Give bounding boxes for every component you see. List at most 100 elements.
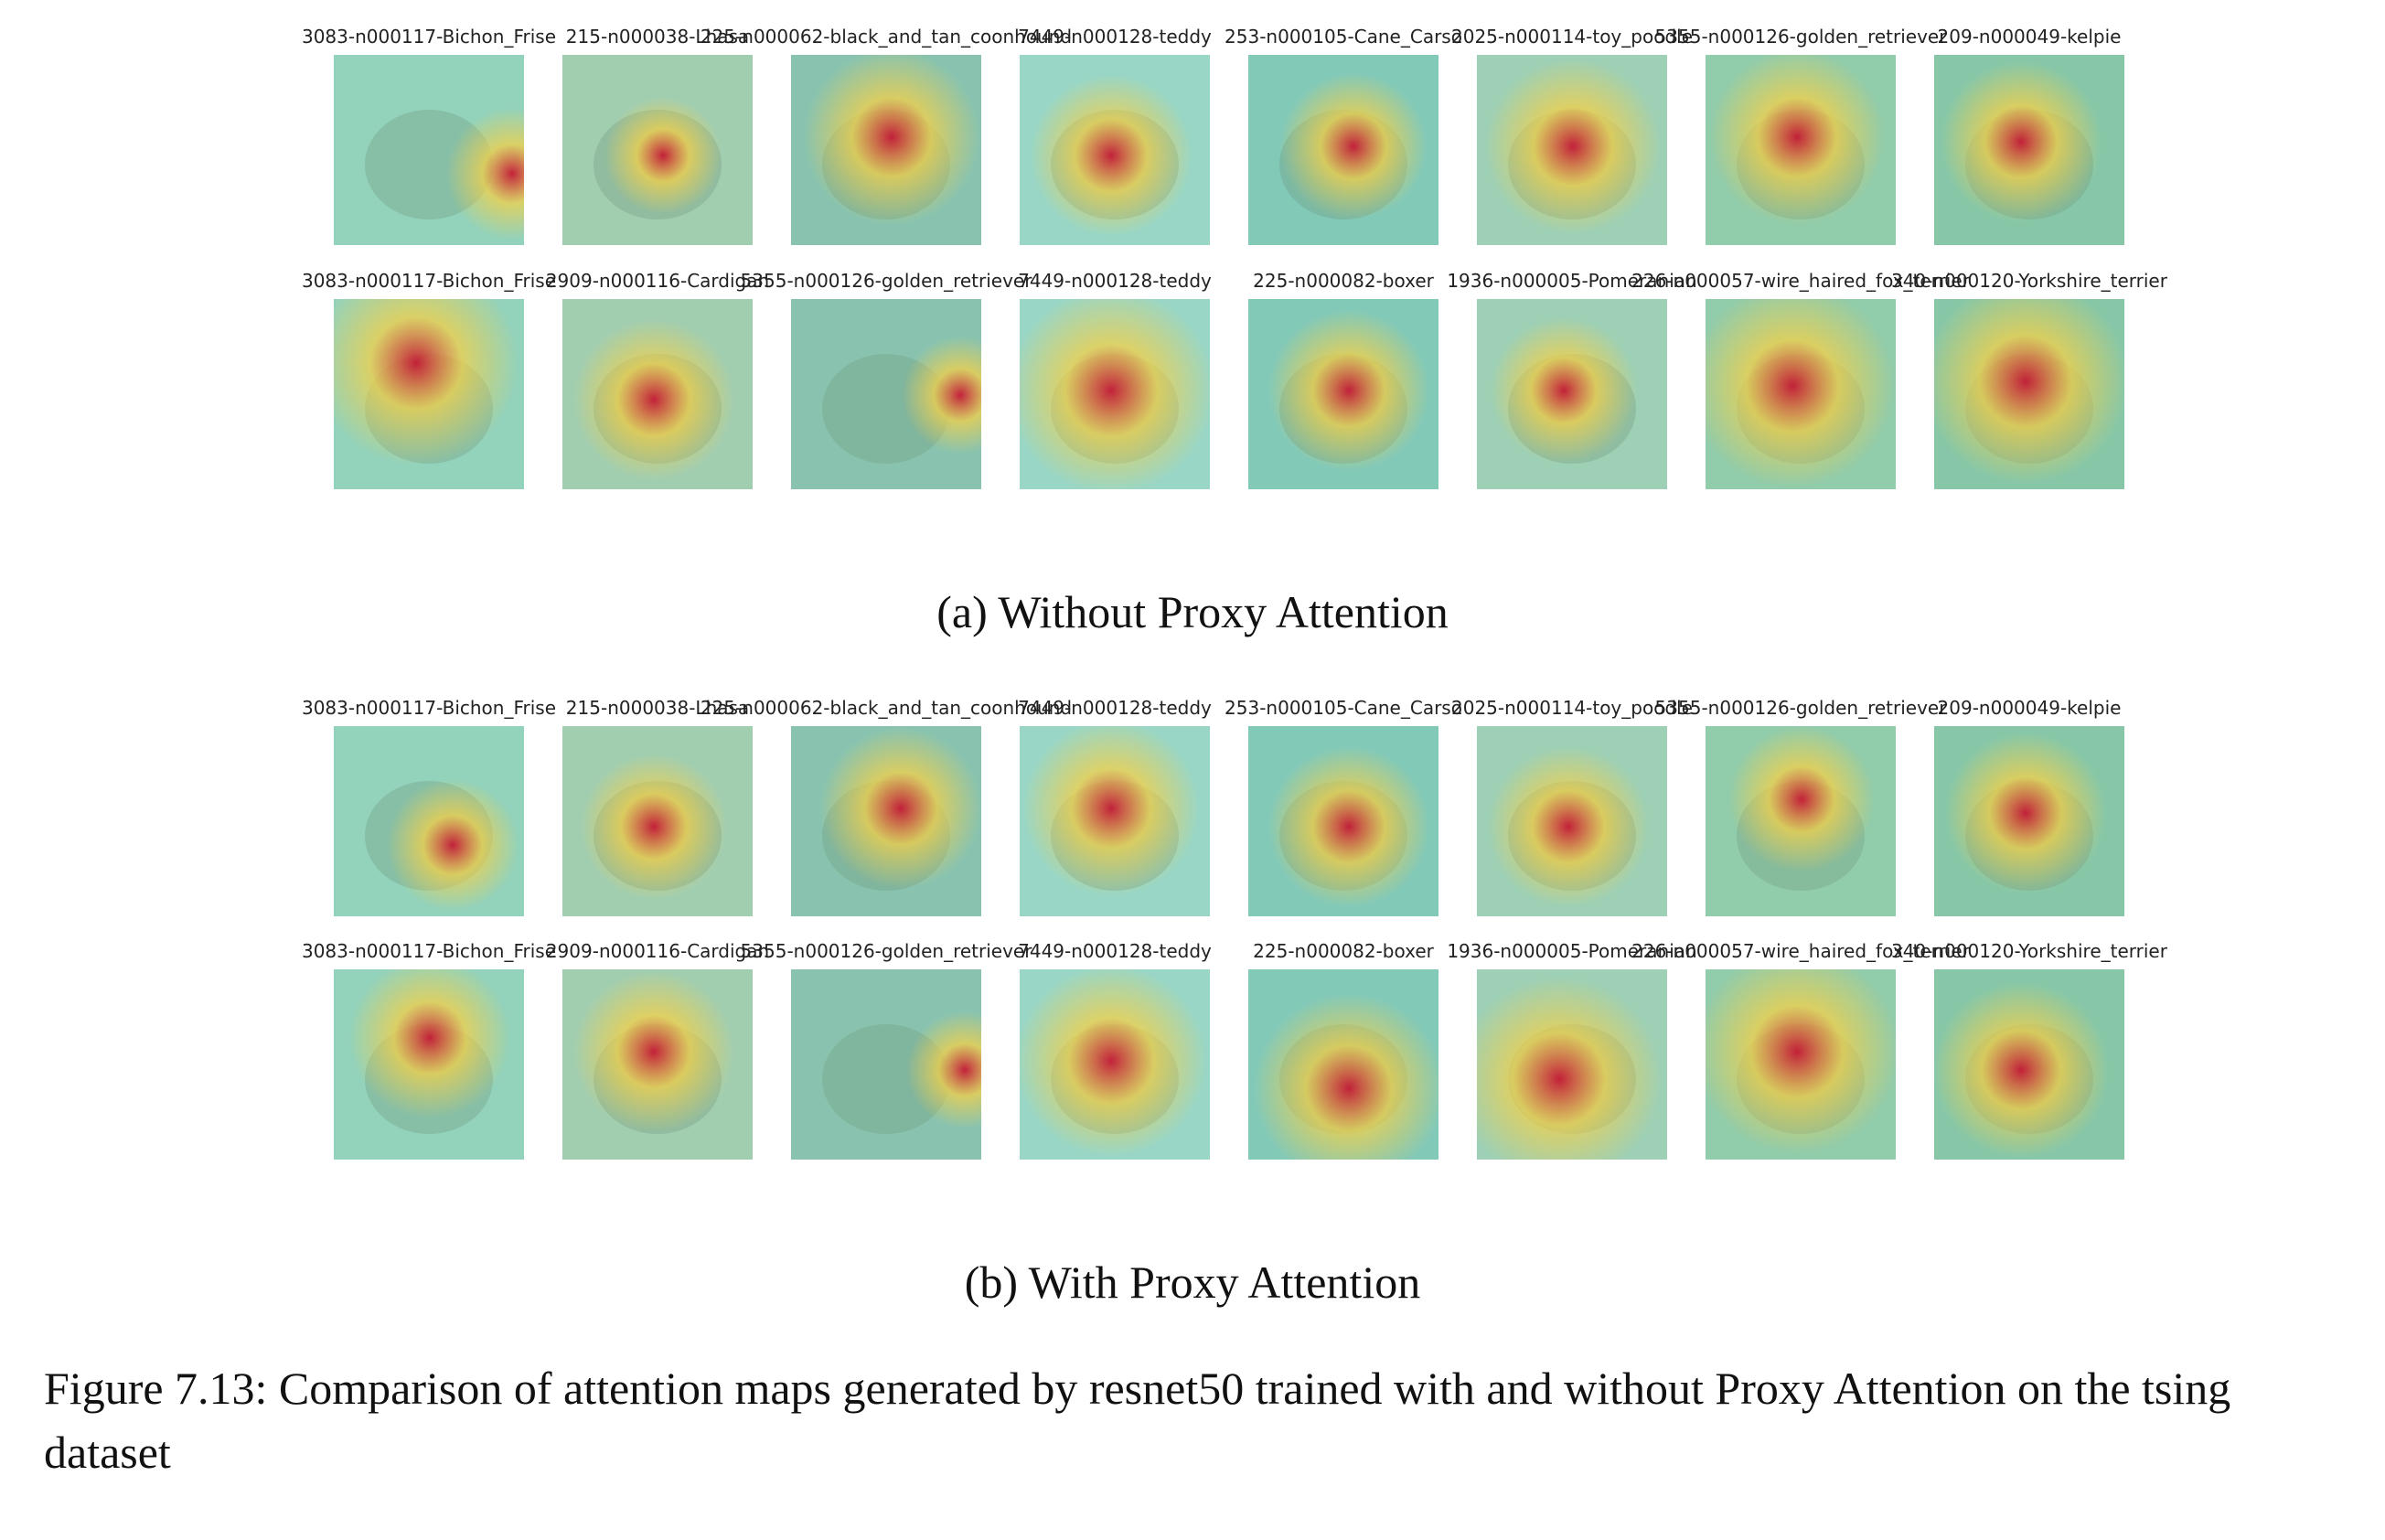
- attention-heatmap-image: [1706, 726, 1896, 916]
- attention-map-cell: 2025-n000114-toy_poodle: [1451, 26, 1693, 245]
- attention-heatmap-image: [1248, 299, 1438, 489]
- figure-caption: Figure 7.13: Comparison of attention map…: [44, 1363, 2231, 1478]
- attention-heatmap-image: [1934, 55, 2124, 245]
- image-row: 3083-n000117-Bichon_Frise 2909-n000116-Ca…: [0, 270, 2385, 489]
- attention-heatmap-image: [562, 969, 753, 1160]
- image-label: 340-n000120-Yorkshire_terrier: [1891, 940, 2167, 962]
- attention-map-cell: 225-n000082-boxer: [1248, 940, 1438, 1160]
- attention-map-cell: 225-n000062-black_and_tan_coonhound: [701, 697, 1072, 916]
- attention-map-cell: 209-n000049-kelpie: [1934, 697, 2124, 916]
- panel-caption: (a) Without Proxy Attention: [936, 586, 1449, 637]
- attention-heatmap-image: [791, 299, 981, 489]
- image-label: 1936-n000005-Pomeranian: [1447, 270, 1697, 292]
- image-label: 209-n000049-kelpie: [1937, 26, 2122, 48]
- attention-map-cell: 3083-n000117-Bichon_Frise: [302, 26, 556, 245]
- attention-map-cell: 209-n000049-kelpie: [1934, 26, 2124, 245]
- image-label: 225-n000062-black_and_tan_coonhound: [700, 26, 1073, 48]
- attention-map-cell: 5355-n000126-golden_retriever: [741, 270, 1032, 489]
- attention-map-cell: 215-n000038-Lhasa: [562, 697, 753, 916]
- attention-map-cell: 2909-n000116-Cardigan: [546, 270, 769, 489]
- attention-heatmap-image: [1477, 726, 1667, 916]
- attention-heatmap-image: [1477, 969, 1667, 1160]
- image-label: 225-n000082-boxer: [1253, 940, 1434, 962]
- image-label: 2909-n000116-Cardigan: [545, 940, 770, 962]
- image-label: 209-n000049-kelpie: [1937, 697, 2122, 719]
- attention-map-cell: 1936-n000005-Pomeranian: [1447, 940, 1697, 1160]
- attention-map-cell: 3083-n000117-Bichon_Frise: [302, 940, 556, 1160]
- attention-heatmap-image: [1934, 299, 2124, 489]
- attention-heatmap-image: [334, 726, 524, 916]
- attention-map-cell: 2025-n000114-toy_poodle: [1451, 697, 1693, 916]
- image-label: 1936-n000005-Pomeranian: [1447, 940, 1697, 962]
- attention-heatmap-image: [334, 299, 524, 489]
- image-label: 225-n000062-black_and_tan_coonhound: [700, 697, 1073, 719]
- image-label: 226-n000057-wire_haired_fox_terrier: [1631, 940, 1970, 962]
- image-label: 5355-n000126-golden_retriever: [1654, 26, 1947, 48]
- attention-heatmap-image: [334, 55, 524, 245]
- attention-map-cell: 5355-n000126-golden_retriever: [1655, 697, 1946, 916]
- attention-map-cell: 3083-n000117-Bichon_Frise: [302, 697, 556, 916]
- attention-map-cell: 7449-n000128-teddy: [1018, 940, 1212, 1160]
- attention-heatmap-image: [791, 726, 981, 916]
- attention-heatmap-image: [1934, 969, 2124, 1160]
- image-label: 340-n000120-Yorkshire_terrier: [1891, 270, 2167, 292]
- attention-heatmap-image: [1477, 55, 1667, 245]
- attention-map-cell: 226-n000057-wire_haired_fox_terrier: [1631, 940, 1970, 1160]
- image-label: 215-n000038-Lhasa: [565, 26, 750, 48]
- attention-heatmap-image: [1248, 55, 1438, 245]
- image-label: 3083-n000117-Bichon_Frise: [301, 26, 557, 48]
- attention-map-cell: 215-n000038-Lhasa: [562, 26, 753, 245]
- attention-heatmap-image: [1020, 969, 1210, 1160]
- image-row: 3083-n000117-Bichon_Frise 215-n000038-Lha…: [0, 697, 2385, 916]
- attention-map-cell: 225-n000082-boxer: [1248, 270, 1438, 489]
- attention-heatmap-image: [1248, 726, 1438, 916]
- image-label: 7449-n000128-teddy: [1018, 26, 1212, 48]
- attention-map-cell: 226-n000057-wire_haired_fox_terrier: [1631, 270, 1970, 489]
- attention-heatmap-image: [1248, 969, 1438, 1160]
- attention-map-cell: 1936-n000005-Pomeranian: [1447, 270, 1697, 489]
- image-label: 215-n000038-Lhasa: [565, 697, 750, 719]
- attention-heatmap-image: [1020, 726, 1210, 916]
- attention-map-cell: 7449-n000128-teddy: [1018, 270, 1212, 489]
- image-row: 3083-n000117-Bichon_Frise 2909-n000116-Ca…: [0, 940, 2385, 1160]
- attention-map-cell: 225-n000062-black_and_tan_coonhound: [701, 26, 1072, 245]
- image-label: 3083-n000117-Bichon_Frise: [301, 697, 557, 719]
- panel-caption: (b) With Proxy Attention: [964, 1257, 1421, 1308]
- attention-heatmap-image: [562, 299, 753, 489]
- attention-map-cell: 253-n000105-Cane_Carso: [1225, 26, 1462, 245]
- image-label: 7449-n000128-teddy: [1018, 697, 1212, 719]
- image-label: 3083-n000117-Bichon_Frise: [301, 270, 557, 292]
- image-label: 7449-n000128-teddy: [1018, 270, 1212, 292]
- image-label: 5355-n000126-golden_retriever: [1654, 697, 1947, 719]
- attention-heatmap-image: [1020, 299, 1210, 489]
- image-label: 5355-n000126-golden_retriever: [740, 940, 1032, 962]
- attention-heatmap-image: [1934, 726, 2124, 916]
- attention-map-cell: 3083-n000117-Bichon_Frise: [302, 270, 556, 489]
- attention-map-cell: 340-n000120-Yorkshire_terrier: [1891, 270, 2167, 489]
- image-label: 2025-n000114-toy_poodle: [1451, 26, 1693, 48]
- attention-heatmap-image: [562, 726, 753, 916]
- image-label: 2909-n000116-Cardigan: [545, 270, 770, 292]
- attention-map-cell: 7449-n000128-teddy: [1018, 697, 1212, 916]
- attention-map-cell: 2909-n000116-Cardigan: [546, 940, 769, 1160]
- attention-heatmap-image: [1706, 55, 1896, 245]
- image-label: 253-n000105-Cane_Carso: [1225, 697, 1462, 719]
- attention-heatmap-image: [791, 969, 981, 1160]
- image-label: 3083-n000117-Bichon_Frise: [301, 940, 557, 962]
- image-label: 7449-n000128-teddy: [1018, 940, 1212, 962]
- image-label: 226-n000057-wire_haired_fox_terrier: [1631, 270, 1970, 292]
- image-label: 5355-n000126-golden_retriever: [740, 270, 1032, 292]
- attention-map-cell: 340-n000120-Yorkshire_terrier: [1891, 940, 2167, 1160]
- attention-map-cell: 5355-n000126-golden_retriever: [741, 940, 1032, 1160]
- attention-heatmap-image: [1706, 969, 1896, 1160]
- attention-heatmap-image: [334, 969, 524, 1160]
- image-row: 3083-n000117-Bichon_Frise 215-n000038-Lha…: [0, 26, 2385, 245]
- attention-map-cell: 7449-n000128-teddy: [1018, 26, 1212, 245]
- attention-heatmap-image: [1706, 299, 1896, 489]
- attention-heatmap-image: [791, 55, 981, 245]
- attention-map-cell: 5355-n000126-golden_retriever: [1655, 26, 1946, 245]
- image-label: 2025-n000114-toy_poodle: [1451, 697, 1693, 719]
- attention-heatmap-image: [1477, 299, 1667, 489]
- attention-map-cell: 253-n000105-Cane_Carso: [1225, 697, 1462, 916]
- attention-heatmap-image: [1020, 55, 1210, 245]
